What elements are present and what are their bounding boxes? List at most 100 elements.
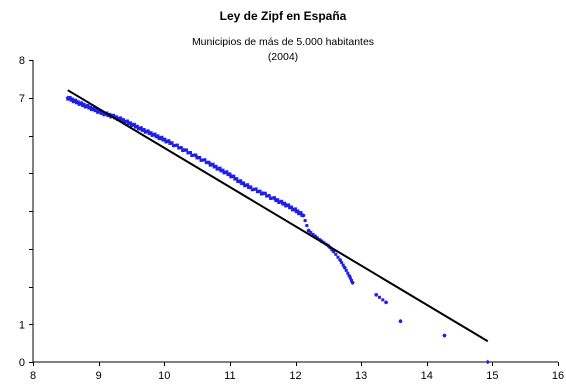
data-point [119,117,124,122]
x-tick-label: 13 [355,370,367,382]
data-point-dense [156,134,160,138]
data-point-dense [80,101,84,105]
data-point-dense [167,139,171,143]
data-point [398,319,403,324]
data-point [273,197,279,202]
data-point-dense [179,146,183,150]
data-point-dense [290,205,294,209]
data-point [181,147,187,153]
data-point [315,236,319,240]
data-point-dense [267,194,271,198]
data-point [260,191,265,196]
data-point [217,167,223,172]
data-point [350,278,353,282]
data-point [301,213,306,218]
data-point-dense [221,168,225,172]
data-point-dense [86,103,90,107]
data-point [330,248,334,252]
data-point [194,154,200,160]
data-point [337,257,343,263]
data-point-dense [68,96,72,100]
data-point-dense [263,191,267,195]
x-tick-label: 15 [486,370,498,382]
data-point-dense [258,189,262,193]
data-point-dense [194,153,198,157]
y-tick-label: 7 [19,93,25,105]
y-tick-label: 0 [19,357,25,369]
data-point-dense [128,121,132,125]
data-point [293,208,298,213]
chart-marks [65,89,490,365]
data-point-dense [135,124,139,128]
data-point [247,185,252,190]
data-point-dense [119,116,123,120]
data-point [227,172,233,177]
data-point-dense [112,113,116,117]
data-point [340,261,344,265]
data-point [237,179,242,184]
data-point [485,359,490,365]
data-point [81,103,87,108]
data-point [65,95,70,100]
data-point [346,271,350,275]
data-point [347,273,352,279]
data-point-dense [76,100,80,104]
data-point-dense [198,155,202,159]
trend-line [67,89,489,343]
data-point [350,280,355,285]
data-point-dense [203,158,207,162]
data-point-dense [142,128,146,132]
data-point [303,219,307,223]
data-point-dense [189,151,192,155]
data-point [73,99,78,104]
chart-subtitle-year: (2004) [267,51,299,63]
data-point-dense [185,148,189,152]
data-point-dense [246,183,250,187]
data-point-dense [232,174,236,178]
data-point [344,268,348,272]
data-point-dense [132,122,136,126]
data-point [283,202,288,207]
x-tick-label: 9 [96,370,102,382]
data-point-dense [280,199,284,203]
data-point [309,231,313,235]
data-point [378,295,381,299]
data-point [336,255,340,259]
data-point [374,292,379,298]
data-point-dense [153,132,157,136]
chart-subtitle: Municipios de más de 5.000 habitantes [191,36,375,48]
x-tick-label: 16 [552,370,564,382]
data-point [139,126,144,132]
data-point [383,300,389,305]
data-point-dense [146,129,150,133]
chart-title: Ley de Zipf en España [219,9,347,23]
x-tick-label: 14 [421,370,433,382]
data-point-dense [254,187,258,191]
data-point [158,135,164,141]
data-point-dense [175,143,179,147]
data-point-dense [242,181,246,185]
data-point-dense [299,211,303,215]
data-point-dense [225,170,229,174]
data-point [342,265,347,270]
data-point-dense [95,108,99,112]
chart-axes: 0 1 7 8 8 9 10 11 12 13 14 15 16 [19,55,564,382]
data-point [207,161,213,167]
x-tick-label: 8 [30,370,36,382]
data-point [148,131,154,136]
data-point [306,228,311,233]
data-point [341,263,345,267]
data-point-dense [296,209,300,213]
data-point-dense [207,160,211,164]
data-point-dense [273,196,276,200]
data-point [311,232,315,236]
data-point-dense [115,115,119,119]
x-tick-label: 10 [158,370,170,382]
data-point [129,121,134,127]
data-point-dense [287,203,291,207]
data-point [305,224,309,228]
data-point [334,252,338,256]
data-point [91,106,96,112]
data-point-dense [126,119,129,123]
